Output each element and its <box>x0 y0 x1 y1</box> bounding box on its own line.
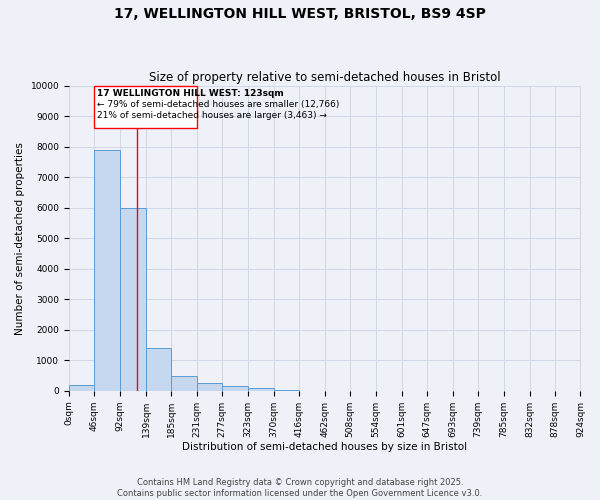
Text: Contains HM Land Registry data © Crown copyright and database right 2025.
Contai: Contains HM Land Registry data © Crown c… <box>118 478 482 498</box>
Bar <box>94 150 120 391</box>
Bar <box>172 376 197 391</box>
Bar <box>197 383 223 391</box>
Bar <box>248 388 274 391</box>
Bar <box>120 208 146 391</box>
Bar <box>69 384 94 391</box>
Bar <box>223 386 248 391</box>
Bar <box>146 348 172 391</box>
X-axis label: Distribution of semi-detached houses by size in Bristol: Distribution of semi-detached houses by … <box>182 442 467 452</box>
Title: Size of property relative to semi-detached houses in Bristol: Size of property relative to semi-detach… <box>149 72 500 85</box>
Text: ← 79% of semi-detached houses are smaller (12,766): ← 79% of semi-detached houses are smalle… <box>97 100 339 108</box>
Y-axis label: Number of semi-detached properties: Number of semi-detached properties <box>15 142 25 334</box>
FancyBboxPatch shape <box>94 86 197 128</box>
Text: 17, WELLINGTON HILL WEST, BRISTOL, BS9 4SP: 17, WELLINGTON HILL WEST, BRISTOL, BS9 4… <box>114 8 486 22</box>
Text: 21% of semi-detached houses are larger (3,463) →: 21% of semi-detached houses are larger (… <box>97 111 326 120</box>
Bar <box>274 390 299 391</box>
Text: 17 WELLINGTON HILL WEST: 123sqm: 17 WELLINGTON HILL WEST: 123sqm <box>97 88 283 98</box>
